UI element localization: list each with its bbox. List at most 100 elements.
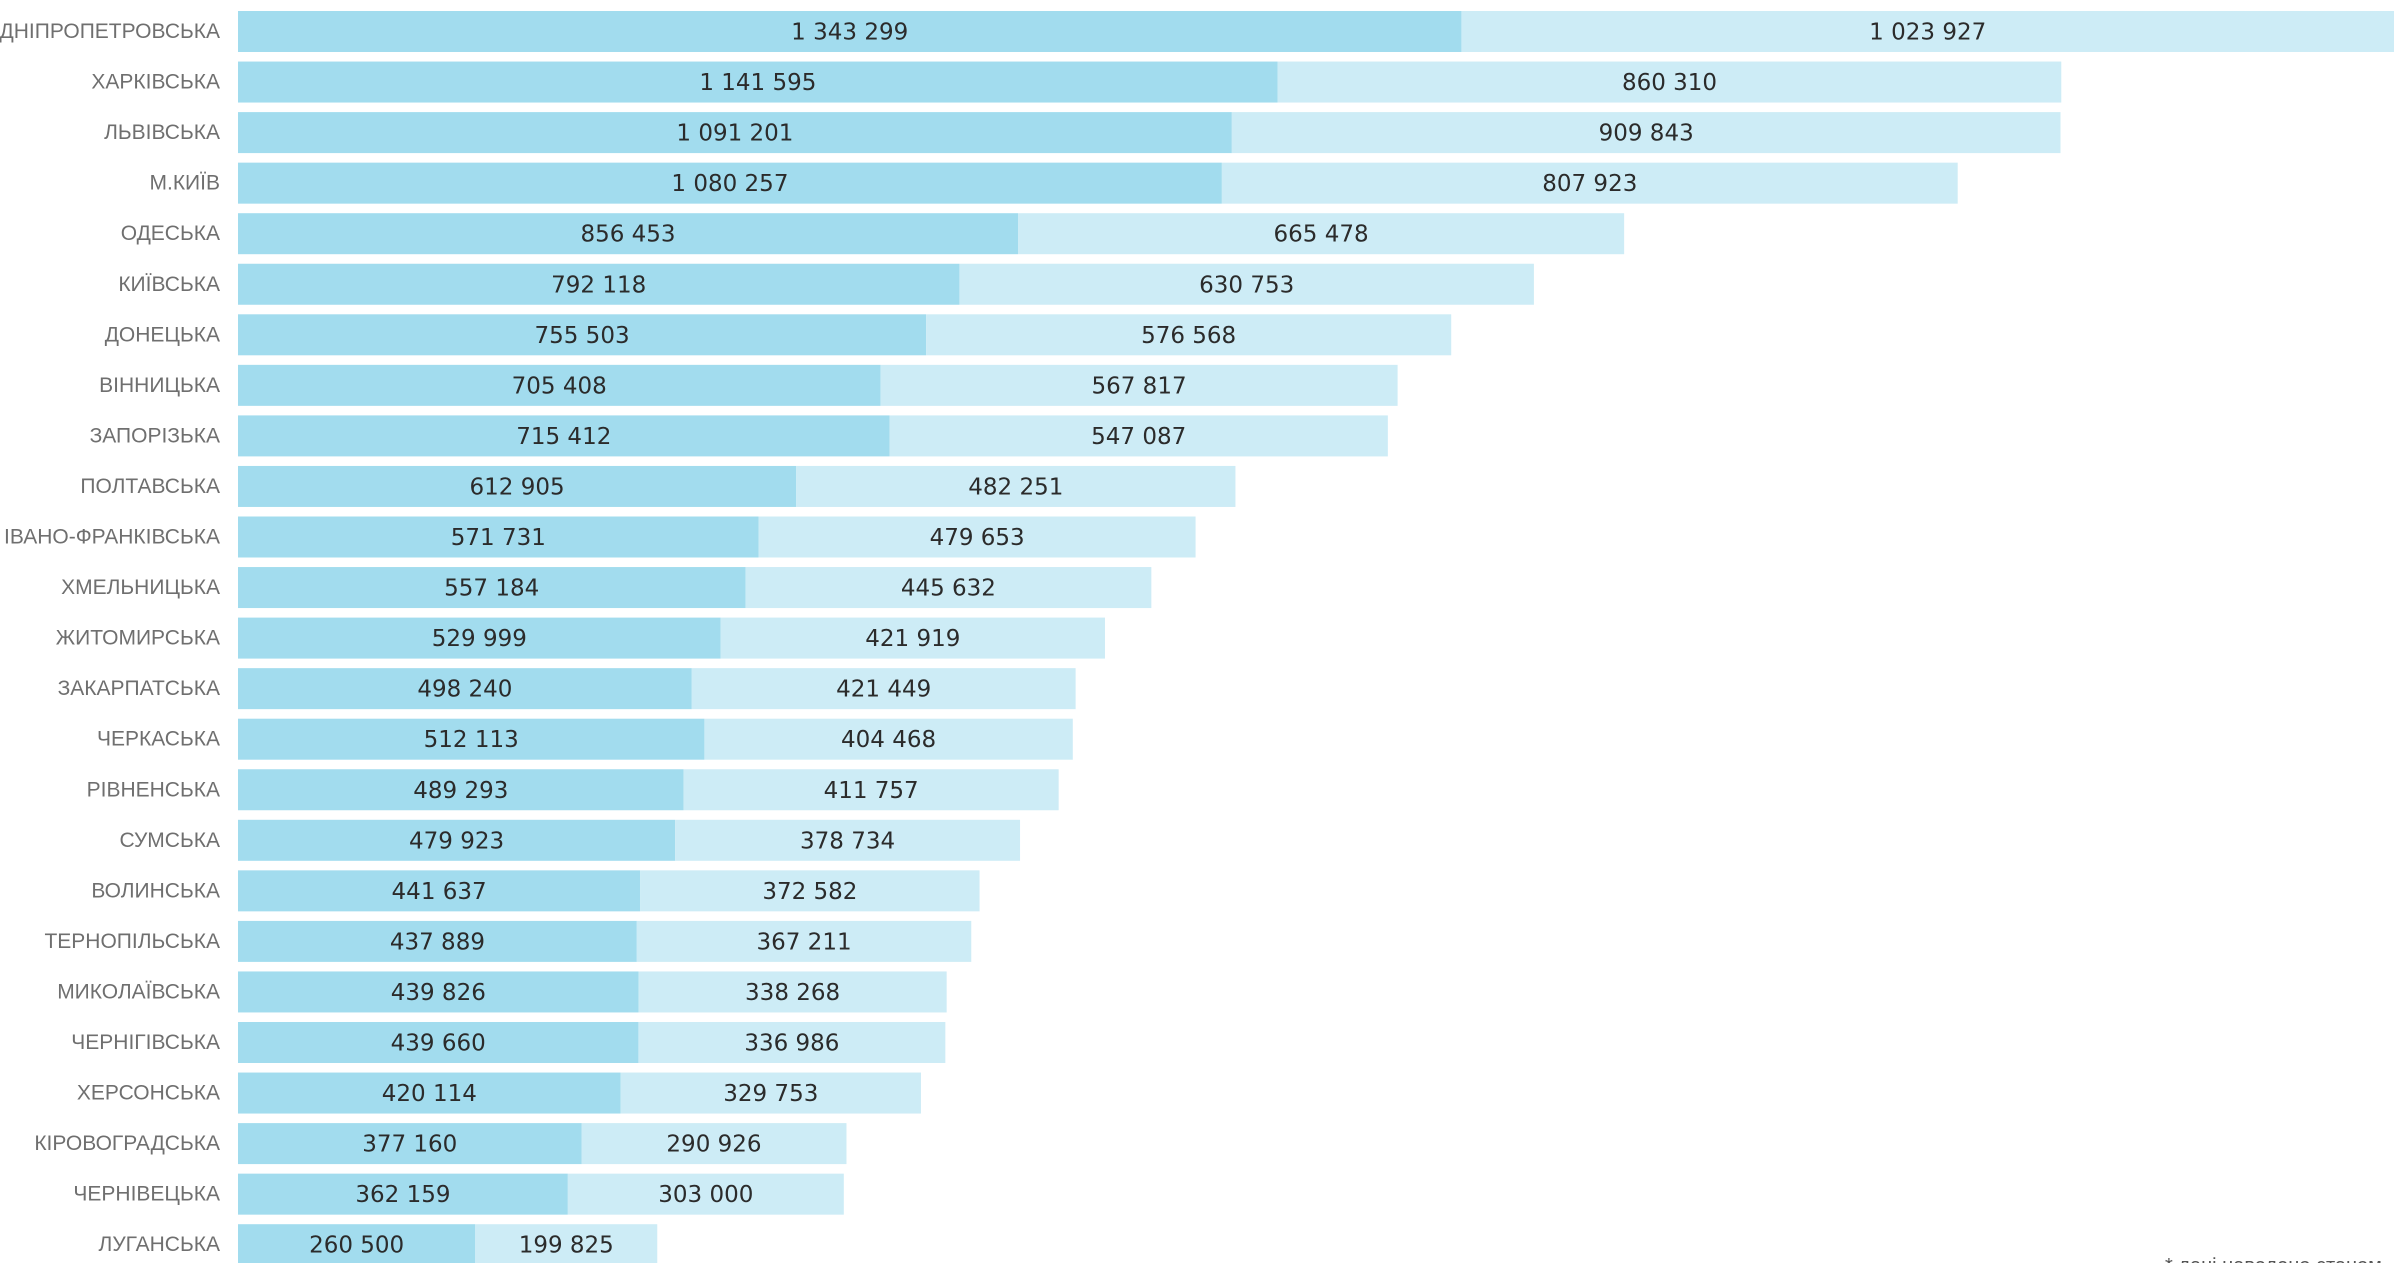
data-label: 1 023 927 bbox=[1869, 20, 1986, 46]
bar-segment-2 bbox=[640, 870, 980, 912]
bar-segment-1 bbox=[238, 314, 927, 356]
category-label: КІРОВОГРАДСЬКА bbox=[34, 1132, 220, 1155]
data-label: 755 503 bbox=[534, 323, 629, 349]
data-label: 1 141 595 bbox=[699, 70, 816, 96]
bar-segment-1 bbox=[238, 617, 721, 659]
data-label: 807 923 bbox=[1542, 171, 1637, 197]
bar-segment-1 bbox=[238, 718, 705, 760]
bar-segment-1 bbox=[238, 1224, 476, 1263]
footnote: * дані наведено станом bbox=[2165, 1255, 2382, 1263]
category-label: ІВАНО-ФРАНКІВСЬКА bbox=[4, 526, 220, 549]
category-label: ПОЛТАВСЬКА bbox=[80, 475, 220, 498]
data-label: 856 453 bbox=[580, 222, 675, 248]
bar-segment-2 bbox=[581, 1123, 847, 1165]
data-label: 367 211 bbox=[756, 929, 851, 955]
bar-segment-2 bbox=[638, 971, 947, 1013]
data-label: 529 999 bbox=[432, 626, 527, 652]
category-label: ЧЕРНІВЕЦЬКА bbox=[73, 1183, 220, 1206]
category-label: МИКОЛАЇВСЬКА bbox=[57, 980, 220, 1003]
bar-segment-2 bbox=[1221, 162, 1958, 204]
data-label: 1 080 257 bbox=[671, 171, 788, 197]
data-label: 557 184 bbox=[444, 576, 539, 602]
data-label: 290 926 bbox=[666, 1132, 761, 1158]
bar-segment-2 bbox=[889, 415, 1388, 457]
category-label: ЧЕРКАСЬКА bbox=[97, 728, 220, 751]
category-label: ЗАКАРПАТСЬКА bbox=[58, 677, 220, 700]
data-label: 1 091 201 bbox=[676, 121, 793, 147]
bar-segment-1 bbox=[238, 1022, 639, 1063]
bar-segment-2 bbox=[720, 617, 1105, 659]
bar-segment-2 bbox=[745, 567, 1152, 609]
data-label: 860 310 bbox=[1622, 70, 1717, 96]
data-label: 372 582 bbox=[762, 879, 857, 905]
bar-segment-1 bbox=[238, 668, 692, 710]
bar-segment-2 bbox=[1231, 112, 2061, 154]
bar-segment-1 bbox=[238, 920, 637, 962]
data-label: 792 118 bbox=[551, 272, 646, 298]
bar-segment-1 bbox=[238, 465, 797, 507]
bar-segment-1 bbox=[238, 769, 684, 811]
data-label: 420 114 bbox=[382, 1081, 477, 1107]
data-label: 378 734 bbox=[800, 828, 895, 854]
data-label: 571 731 bbox=[451, 525, 546, 551]
bar-segment-2 bbox=[691, 668, 1076, 710]
data-label: 479 653 bbox=[930, 525, 1025, 551]
data-label: 1 343 299 bbox=[791, 20, 908, 46]
category-label: ЧЕРНІГІВСЬКА bbox=[71, 1031, 220, 1054]
data-label: 512 113 bbox=[424, 727, 519, 753]
bar-segment-2 bbox=[880, 364, 1398, 406]
category-label: СУМСЬКА bbox=[120, 829, 221, 852]
category-label: ХМЕЛЬНИЦЬКА bbox=[61, 576, 220, 599]
data-label: 665 478 bbox=[1274, 222, 1369, 248]
bar-segment-1 bbox=[238, 516, 759, 558]
bar-segment-1 bbox=[238, 162, 1222, 204]
data-label: 489 293 bbox=[413, 778, 508, 804]
bar-segment-1 bbox=[238, 819, 676, 861]
data-label: 421 449 bbox=[836, 677, 931, 703]
bar-segment-2 bbox=[926, 314, 1452, 356]
data-label: 338 268 bbox=[745, 980, 840, 1006]
category-label: ХАРКІВСЬКА bbox=[91, 71, 220, 94]
category-label: ДНІПРОПЕТРОВСЬКА bbox=[0, 20, 220, 43]
data-label: 377 160 bbox=[362, 1132, 457, 1158]
bar-segment-1 bbox=[238, 213, 1019, 255]
data-label: 439 660 bbox=[391, 1031, 486, 1057]
data-label: 445 632 bbox=[901, 576, 996, 602]
data-label: 441 637 bbox=[392, 879, 487, 905]
bar-segment-1 bbox=[238, 1072, 621, 1114]
bar-segment-1 bbox=[238, 567, 746, 609]
bar-segment-2 bbox=[1277, 61, 2062, 103]
data-label: 260 500 bbox=[309, 1233, 404, 1259]
bar-segment-1 bbox=[238, 263, 960, 305]
bar-segment-2 bbox=[704, 718, 1073, 760]
bar-segment-1 bbox=[238, 61, 1278, 103]
data-label: 439 826 bbox=[391, 980, 486, 1006]
data-label: 421 919 bbox=[865, 626, 960, 652]
bar-segment-1 bbox=[238, 364, 881, 406]
bar-segment-2 bbox=[796, 465, 1236, 507]
category-label: ВОЛИНСЬКА bbox=[91, 879, 220, 902]
data-label: 909 843 bbox=[1599, 121, 1694, 147]
category-label: КИЇВСЬКА bbox=[118, 273, 220, 296]
bar-segment-1 bbox=[238, 415, 890, 457]
bar-segment-2 bbox=[475, 1224, 658, 1263]
bar-segment-2 bbox=[636, 920, 972, 962]
category-label: ОДЕСЬКА bbox=[121, 222, 220, 245]
data-label: 336 986 bbox=[744, 1031, 839, 1057]
data-label: 567 817 bbox=[1091, 373, 1186, 399]
bar-segment-2 bbox=[638, 1022, 946, 1063]
bar-segment-2 bbox=[959, 263, 1534, 305]
data-label: 411 757 bbox=[824, 778, 919, 804]
bar-segment-2 bbox=[567, 1173, 844, 1215]
data-label: 630 753 bbox=[1199, 272, 1294, 298]
category-label: ЛЬВІВСЬКА bbox=[104, 121, 220, 144]
bar-segment-1 bbox=[238, 971, 639, 1013]
category-labels: ДНІПРОПЕТРОВСЬКА ХАРКІВСЬКА ЛЬВІВСЬКА М.КИЇ… bbox=[0, 20, 220, 1256]
data-label: 479 923 bbox=[409, 828, 504, 854]
bar-segment-2 bbox=[620, 1072, 921, 1114]
data-label: 404 468 bbox=[841, 727, 936, 753]
data-label: 303 000 bbox=[658, 1182, 753, 1208]
data-label: 705 408 bbox=[512, 373, 607, 399]
data-label: 498 240 bbox=[417, 677, 512, 703]
data-label: 576 568 bbox=[1141, 323, 1236, 349]
